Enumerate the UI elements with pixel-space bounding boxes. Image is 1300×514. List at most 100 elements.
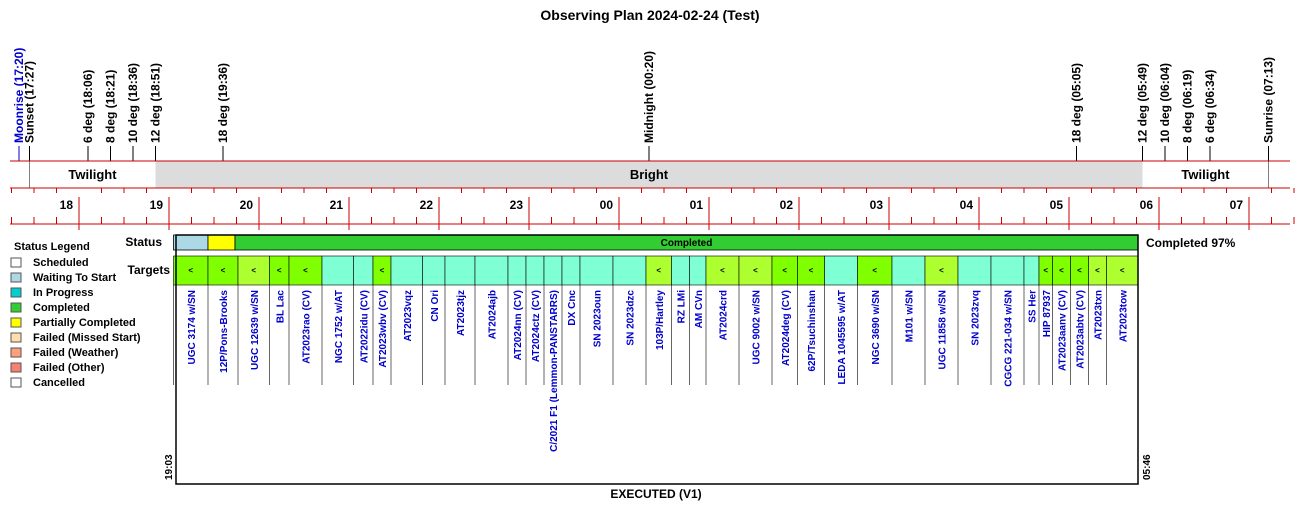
event-label-5: 12 deg (18:51): [149, 63, 163, 143]
sky-band-0: [29, 161, 156, 188]
legend-item-2: In Progress: [33, 287, 94, 299]
targets-row-label: Targets: [128, 263, 171, 277]
event-label-0: Moonrise (17:20): [12, 48, 26, 143]
plan-end-label: 05:46: [1142, 454, 1153, 480]
target-mark-21: <: [720, 266, 725, 275]
target-block-19: [671, 255, 690, 286]
hour-label-23: 23: [510, 198, 524, 212]
legend-item-0: Scheduled: [33, 257, 89, 269]
target-mark-22: <: [753, 266, 758, 275]
plan-frame: [175, 234, 1139, 485]
target-block-16: [579, 255, 614, 286]
target-label-21: AT2024crd: [719, 290, 730, 340]
target-block-22: [738, 255, 773, 286]
sky-band-label: Bright: [630, 167, 669, 182]
target-label-26: NGC 3690 w/SN: [871, 290, 882, 364]
target-label-27: M101 w/SN: [905, 290, 916, 342]
target-label-18: 103P/Hartley: [655, 290, 666, 350]
target-block-28: [924, 255, 959, 286]
target-block-11: [474, 255, 509, 286]
target-label-13: AT2024ctz (CV): [531, 290, 542, 362]
target-block-24: [797, 255, 825, 286]
target-label-25: LEDA 1045595 w/AT: [837, 290, 848, 384]
legend-title: Status Legend: [14, 241, 90, 253]
target-label-7: AT2023wbv (CV): [378, 290, 389, 368]
legend-swatch-7: [10, 362, 22, 373]
target-label-1: 12P/Pons-Brooks: [219, 290, 230, 373]
sky-band-1: [155, 161, 1143, 188]
legend-item-3: Completed: [33, 302, 90, 314]
target-label-8: AT2023vqz: [403, 290, 414, 342]
target-block-21: [705, 255, 740, 286]
target-label-23: AT2024deg (CV): [781, 290, 792, 366]
legend-swatch-8: [10, 377, 22, 388]
target-label-16: SN 2023oun: [593, 290, 604, 347]
target-label-34: AT2023abtv (CV): [1076, 290, 1087, 369]
status-segment-0: [173, 234, 209, 251]
target-label-31: SS Her: [1028, 290, 1039, 323]
target-mark-36: <: [1120, 266, 1125, 275]
event-label-13: Sunrise (07:13): [1262, 57, 1276, 143]
target-block-14: [543, 255, 563, 286]
target-label-28: UGC 11858 w/SN: [938, 290, 949, 369]
target-mark-33: <: [1059, 266, 1064, 275]
target-label-29: SN 2023zvq: [971, 290, 982, 346]
target-block-17: [612, 255, 647, 286]
target-label-32: HIP 87937: [1042, 290, 1053, 338]
target-mark-26: <: [872, 266, 877, 275]
legend-swatch-1: [10, 272, 22, 283]
target-block-0: [173, 255, 209, 286]
legend-swatch-3: [10, 302, 22, 313]
target-label-11: AT2024ajb: [488, 290, 499, 339]
target-label-17: SN 2023dzc: [626, 290, 637, 346]
target-label-3: BL Lac: [275, 290, 286, 324]
target-block-5: [321, 255, 354, 286]
target-block-15: [561, 255, 581, 286]
target-label-36: AT2023tow: [1118, 290, 1129, 342]
target-label-19: RZ LMi: [677, 290, 688, 324]
target-block-36: [1106, 255, 1139, 286]
target-block-27: [891, 255, 926, 286]
event-markers: Moonrise (17:20)Sunset (17:27) 6 deg (18:…: [12, 48, 1276, 188]
target-mark-1: <: [221, 266, 226, 275]
target-mark-4: <: [303, 266, 308, 275]
hour-label-20: 20: [240, 198, 254, 212]
target-block-10: [444, 255, 476, 286]
event-label-2: 6 deg (18:06): [81, 70, 95, 143]
target-block-18: [645, 255, 672, 286]
target-block-12: [507, 255, 527, 286]
status-row-label: Status: [125, 235, 162, 249]
target-block-8: [390, 255, 423, 286]
target-block-31: [1023, 255, 1040, 286]
target-mark-24: <: [809, 266, 814, 275]
target-label-30: CGCG 221-034 w/SN: [1004, 290, 1015, 387]
event-label-12: 6 deg (06:34): [1203, 70, 1217, 143]
target-label-24: 62P/Tsuchinshan: [807, 290, 818, 372]
target-label-5: NGC 1752 w/AT: [334, 290, 345, 363]
hour-label-06: 06: [1140, 198, 1154, 212]
hour-label-04: 04: [960, 198, 974, 212]
target-label-15: DX Cnc: [567, 290, 578, 326]
event-label-4: 10 deg (18:36): [126, 63, 140, 143]
chart-footer: EXECUTED (V1): [610, 487, 701, 501]
legend-swatch-4: [10, 317, 22, 328]
hour-label-22: 22: [420, 198, 434, 212]
status-segment-label: Completed: [661, 238, 713, 249]
target-label-4: AT2023rao (CV): [302, 290, 313, 364]
target-label-12: AT2024nn (CV): [513, 290, 524, 360]
sky-condition-bands: Twilight Bright Twilight: [10, 160, 1290, 189]
hour-label-01: 01: [690, 198, 704, 212]
target-label-9: CN Ori: [430, 290, 441, 322]
target-mark-18: <: [656, 266, 661, 275]
legend-swatch-5: [10, 332, 22, 343]
status-row: Completed: [173, 234, 1139, 251]
legend-item-7: Failed (Other): [33, 362, 105, 374]
chart-title: Observing Plan 2024-02-24 (Test): [540, 7, 759, 23]
target-mark-34: <: [1077, 266, 1082, 275]
hour-label-07: 07: [1230, 198, 1244, 212]
sky-band-2: [1142, 161, 1269, 188]
event-label-11: 8 deg (06:19): [1181, 70, 1195, 143]
target-label-14: C/2021 F1 (Lemmon-PANSTARRS): [549, 290, 560, 452]
target-label-20: AM CVn: [694, 290, 705, 328]
target-mark-28: <: [939, 266, 944, 275]
